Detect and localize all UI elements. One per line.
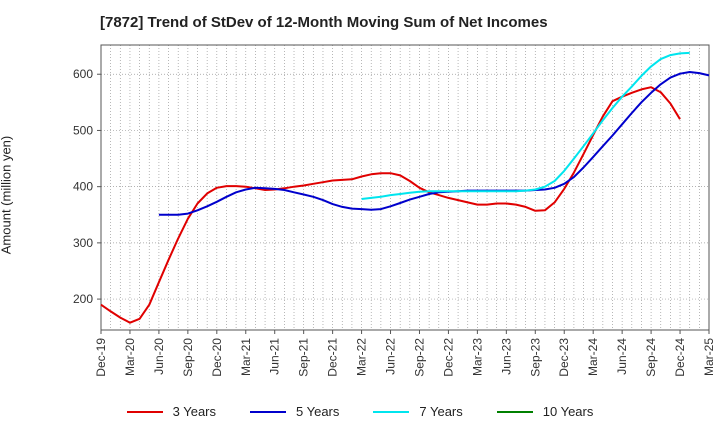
plot-frame	[100, 44, 710, 331]
legend-item-3-years: 3 Years	[126, 404, 216, 419]
x-tick-label: Jun-23	[499, 338, 513, 375]
legend-swatch-5-years	[250, 410, 286, 413]
x-tick-label: Mar-24	[586, 338, 600, 376]
x-tick-label: Dec-22	[441, 338, 455, 377]
x-tick-label: Sep-24	[644, 338, 658, 377]
legend-item-5-years: 5 Years	[250, 404, 339, 419]
series-line-7-years	[361, 51, 690, 200]
series-line-5-years	[158, 71, 710, 216]
legend-swatch-7-years	[373, 410, 410, 413]
legend-label-3-years: 3 Years	[172, 404, 216, 419]
y-tick-label: 300	[73, 236, 93, 250]
plot-area	[101, 45, 709, 330]
x-tick-label: Sep-23	[528, 338, 542, 377]
x-tick-label: Dec-24	[673, 338, 687, 377]
legend-label-5-years: 5 Years	[296, 404, 340, 419]
y-tick-label: 600	[73, 67, 93, 81]
x-tick-label: Jun-24	[615, 338, 629, 375]
legend-swatch-3-years	[126, 410, 163, 413]
x-tick-label: Jun-22	[384, 338, 398, 375]
x-tick-label: Sep-21	[297, 338, 311, 377]
x-tick-label: Mar-23	[470, 338, 484, 376]
x-tick-label: Dec-23	[557, 338, 571, 377]
x-tick-label: Mar-20	[123, 338, 137, 376]
y-tick-label: 400	[73, 180, 93, 194]
x-tick-label: Sep-20	[181, 338, 195, 377]
x-tick-label: Dec-20	[210, 338, 224, 377]
legend-item-10-years: 10 Years	[496, 404, 594, 419]
x-tick-label: Dec-19	[94, 338, 108, 377]
y-tick-label: 500	[73, 123, 93, 137]
x-tick-label: Mar-21	[239, 338, 253, 376]
legend: 3 Years 5 Years 7 Years 10 Years	[0, 404, 720, 419]
chart-title: [7872] Trend of StDev of 12-Month Moving…	[100, 14, 548, 31]
x-tick-label: Mar-22	[355, 338, 369, 376]
legend-label-10-years: 10 Years	[542, 404, 594, 419]
y-tick-label: 200	[73, 292, 93, 306]
x-tick-label: Jun-20	[152, 338, 166, 375]
series-line-3-years	[100, 86, 681, 324]
legend-item-7-years: 7 Years	[373, 404, 463, 419]
x-tick-label: Sep-22	[412, 338, 426, 377]
x-tick-label: Mar-25	[702, 338, 716, 376]
x-tick-label: Dec-21	[326, 338, 340, 377]
legend-label-7-years: 7 Years	[419, 404, 463, 419]
x-tick-label: Jun-21	[268, 338, 282, 375]
legend-swatch-10-years	[496, 410, 533, 413]
